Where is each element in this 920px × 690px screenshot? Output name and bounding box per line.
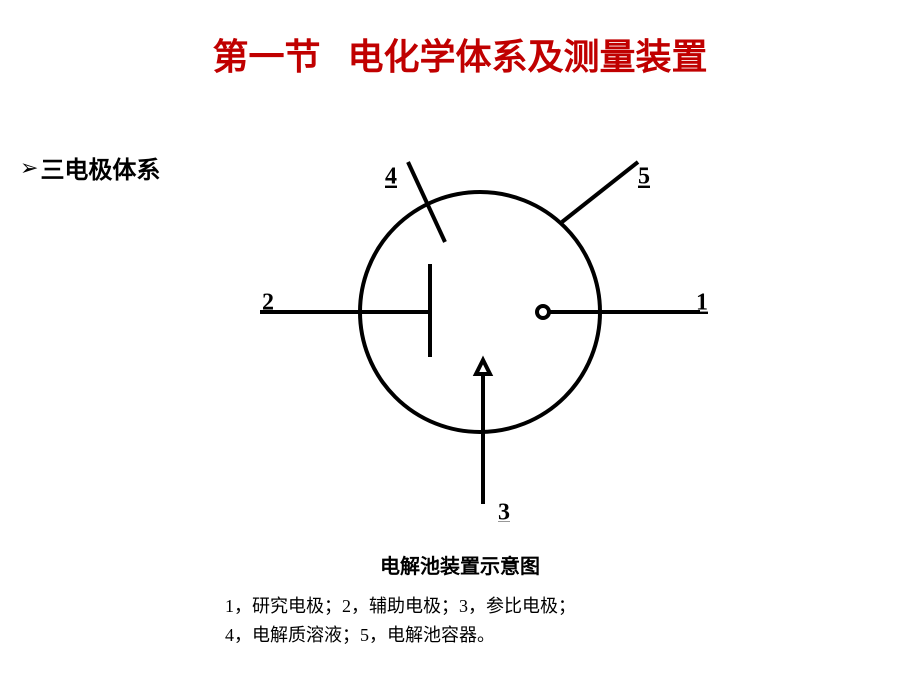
bullet-marker-icon: ➢ <box>20 157 38 179</box>
label-5-callout <box>562 162 638 222</box>
bullet-text: 三电极体系 <box>40 150 160 185</box>
diagram-legend: 1，研究电极；2，辅助电极；3，参比电极； 4，电解质溶液；5，电解池容器。 <box>225 592 745 650</box>
label-4-callout <box>408 162 445 242</box>
legend-row-1: 1，研究电极；2，辅助电极；3，参比电极； <box>225 592 745 621</box>
diagram-svg: 1 2 3 4 5 <box>240 152 720 522</box>
svg-text:2: 2 <box>262 290 274 316</box>
legend-row-2: 4，电解质溶液；5，电解池容器。 <box>225 621 745 650</box>
diagram-label-3: 3 <box>498 500 510 522</box>
working-electrode-tip-icon <box>537 306 549 318</box>
svg-text:1: 1 <box>696 290 708 316</box>
diagram-label-4: 4 <box>385 164 397 190</box>
svg-text:3: 3 <box>498 500 510 522</box>
diagram-caption: 电解池装置示意图 <box>0 550 920 579</box>
diagram-label-2: 2 <box>262 290 274 316</box>
bullet-item: ➢ 三电极体系 <box>20 150 160 185</box>
electrolytic-cell-diagram: 1 2 3 4 5 <box>240 152 720 522</box>
diagram-label-5: 5 <box>638 164 650 190</box>
page-title: 第一节 电化学体系及测量装置 <box>0 28 920 80</box>
reference-electrode-tip-icon <box>476 360 490 374</box>
svg-text:5: 5 <box>638 164 650 190</box>
diagram-label-1: 1 <box>696 290 708 316</box>
svg-text:4: 4 <box>385 164 397 190</box>
